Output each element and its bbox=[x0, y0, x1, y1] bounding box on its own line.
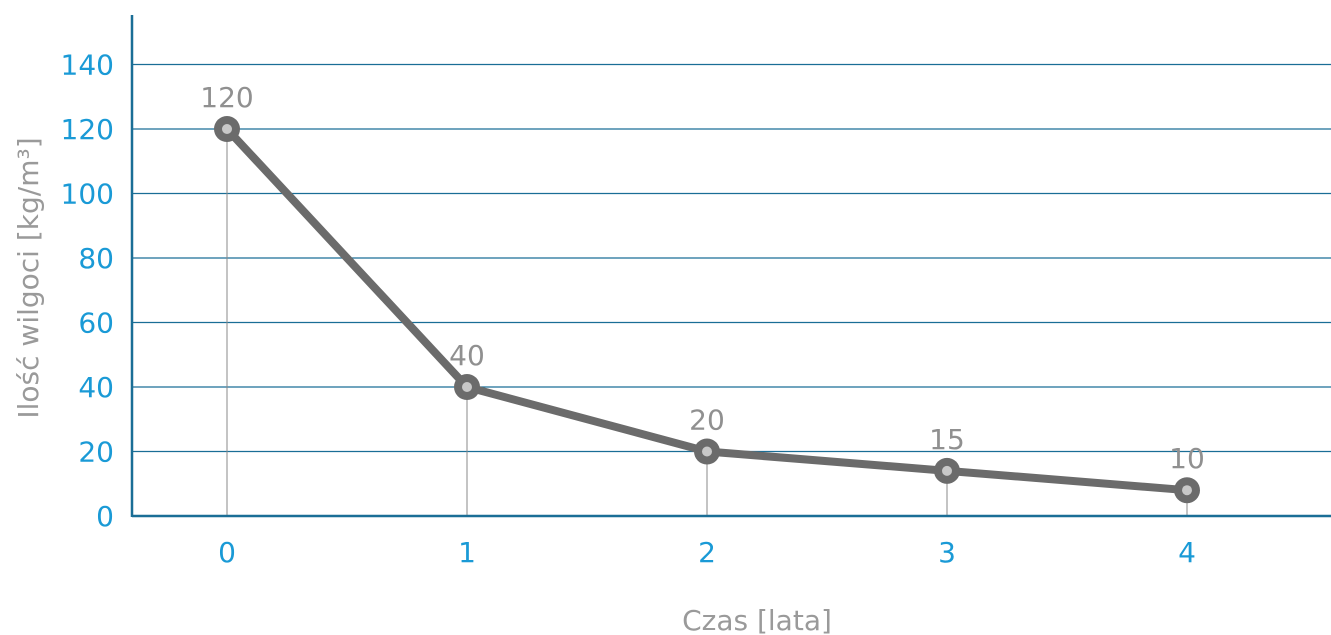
y-tick-label: 100 bbox=[61, 178, 114, 211]
y-tick-label: 80 bbox=[78, 242, 114, 275]
x-tick-label: 1 bbox=[458, 536, 476, 569]
data-label: 120 bbox=[200, 81, 253, 114]
x-axis-title: Czas [lata] bbox=[682, 604, 832, 635]
x-tick-labels: 0 1 2 3 4 bbox=[218, 536, 1196, 569]
axes bbox=[130, 15, 1331, 518]
y-tick-label: 120 bbox=[61, 113, 114, 146]
data-label: 20 bbox=[689, 404, 725, 437]
grid-lines bbox=[132, 63, 1331, 453]
data-point-marker-center bbox=[462, 382, 472, 392]
series bbox=[214, 116, 1200, 504]
y-tick-label: 140 bbox=[61, 49, 114, 82]
data-point-marker-center bbox=[222, 124, 232, 134]
data-point-marker-center bbox=[702, 446, 712, 457]
y-tick-label: 40 bbox=[78, 371, 114, 404]
y-tick-label: 20 bbox=[78, 436, 114, 469]
x-tick-label: 4 bbox=[1178, 536, 1196, 569]
x-tick-label: 2 bbox=[698, 536, 716, 569]
y-tick-label: 0 bbox=[96, 500, 114, 533]
data-label: 10 bbox=[1169, 442, 1205, 475]
x-tick-label: 0 bbox=[218, 536, 236, 569]
data-label: 40 bbox=[449, 339, 485, 372]
data-point-marker-center bbox=[1182, 485, 1192, 496]
x-tick-label: 3 bbox=[938, 536, 956, 569]
y-tick-label: 60 bbox=[78, 307, 114, 340]
data-labels: 120 40 20 15 10 bbox=[200, 81, 1205, 475]
data-point-marker-center bbox=[942, 465, 952, 476]
data-label: 15 bbox=[929, 423, 965, 456]
y-axis-title: Ilość wilgoci [kg/m³] bbox=[12, 137, 45, 418]
y-tick-labels: 0 20 40 60 80 100 120 140 bbox=[61, 49, 114, 534]
